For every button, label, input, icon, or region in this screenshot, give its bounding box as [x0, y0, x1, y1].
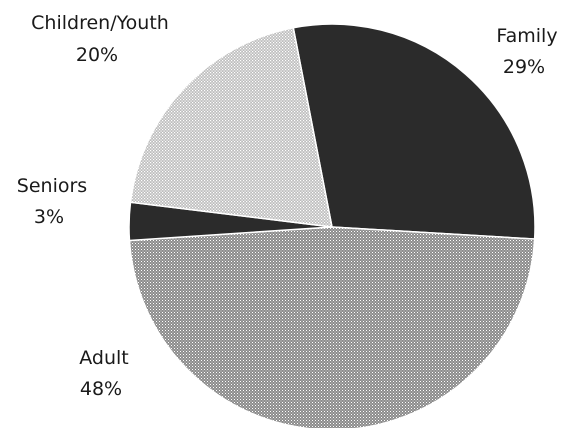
- slice-value-children-youth: 20%: [76, 44, 118, 66]
- slice-label-adult: Adult: [79, 347, 129, 369]
- pie-slice-children-youth: [129, 26, 333, 228]
- slice-label-children-youth: Children/Youth: [31, 12, 169, 34]
- slice-label-seniors: Seniors: [17, 175, 87, 197]
- pie-slice-family: [292, 23, 536, 240]
- slice-label-family: Family: [496, 25, 557, 47]
- slice-value-adult: 48%: [80, 378, 122, 400]
- slice-value-seniors: 3%: [34, 206, 64, 228]
- slice-value-family: 29%: [503, 56, 545, 78]
- pie-slices: [128, 23, 536, 428]
- pie-slice-adult: [128, 226, 536, 428]
